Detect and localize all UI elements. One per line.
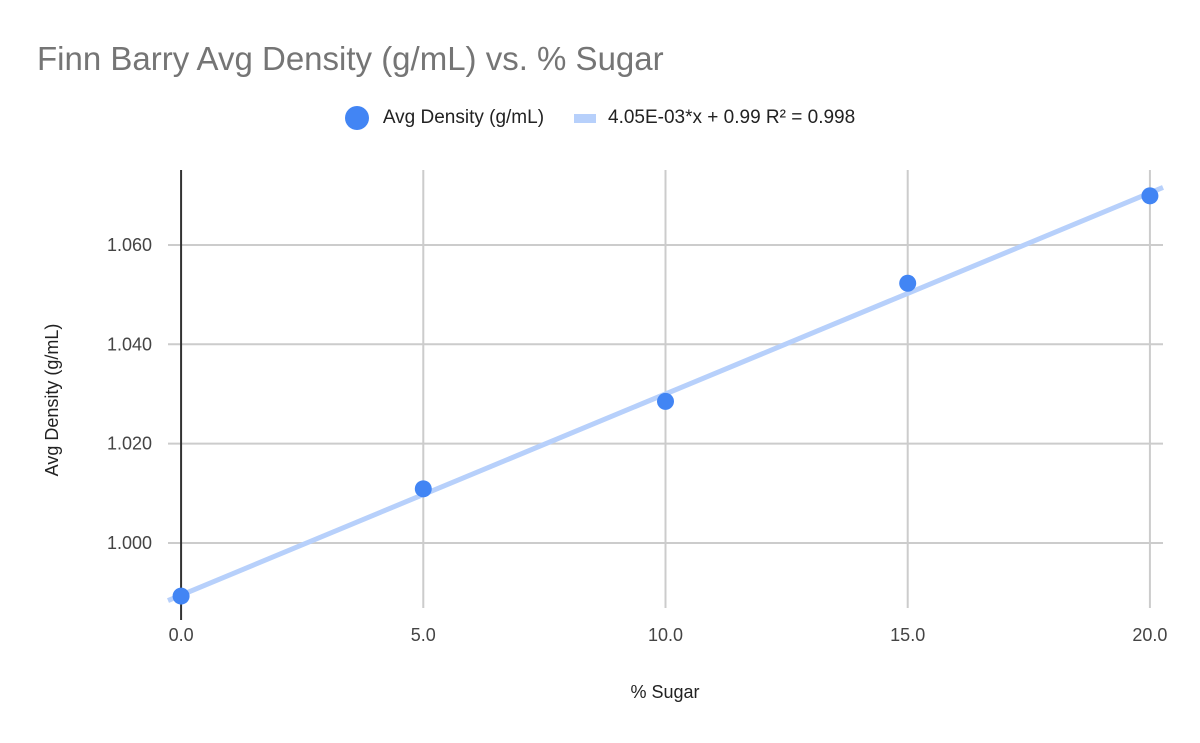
chart-title: Finn Barry Avg Density (g/mL) vs. % Suga… [37,40,664,77]
data-point [414,480,432,498]
legend-label-series: Avg Density (g/mL) [382,107,545,128]
y-tick-label: 1.060 [107,235,152,255]
y-tick-label: 1.020 [107,434,152,454]
x-tick-label: 5.0 [411,625,436,645]
data-point [172,587,190,605]
x-tick-label: 15.0 [890,625,925,645]
legend: Avg Density (g/mL) 4.05E-03*x + 0.99 R² … [0,106,1200,130]
data-point [899,274,917,292]
x-axis-title: % Sugar [630,682,699,702]
x-tick-label: 10.0 [648,625,683,645]
legend-marker-trendline [574,113,597,123]
data-point [1141,187,1159,205]
legend-marker-series [344,106,369,130]
data-point [657,392,674,410]
legend-label-trendline: 4.05E-03*x + 0.99 R² = 0.998 [608,107,856,128]
y-tick-label: 1.000 [107,533,152,553]
y-tick-label: 1.040 [107,334,152,354]
y-axis-title: Avg Density (g/mL) [42,324,62,477]
x-tick-label: 0.0 [169,625,194,645]
x-tick-label: 20.0 [1132,625,1167,645]
